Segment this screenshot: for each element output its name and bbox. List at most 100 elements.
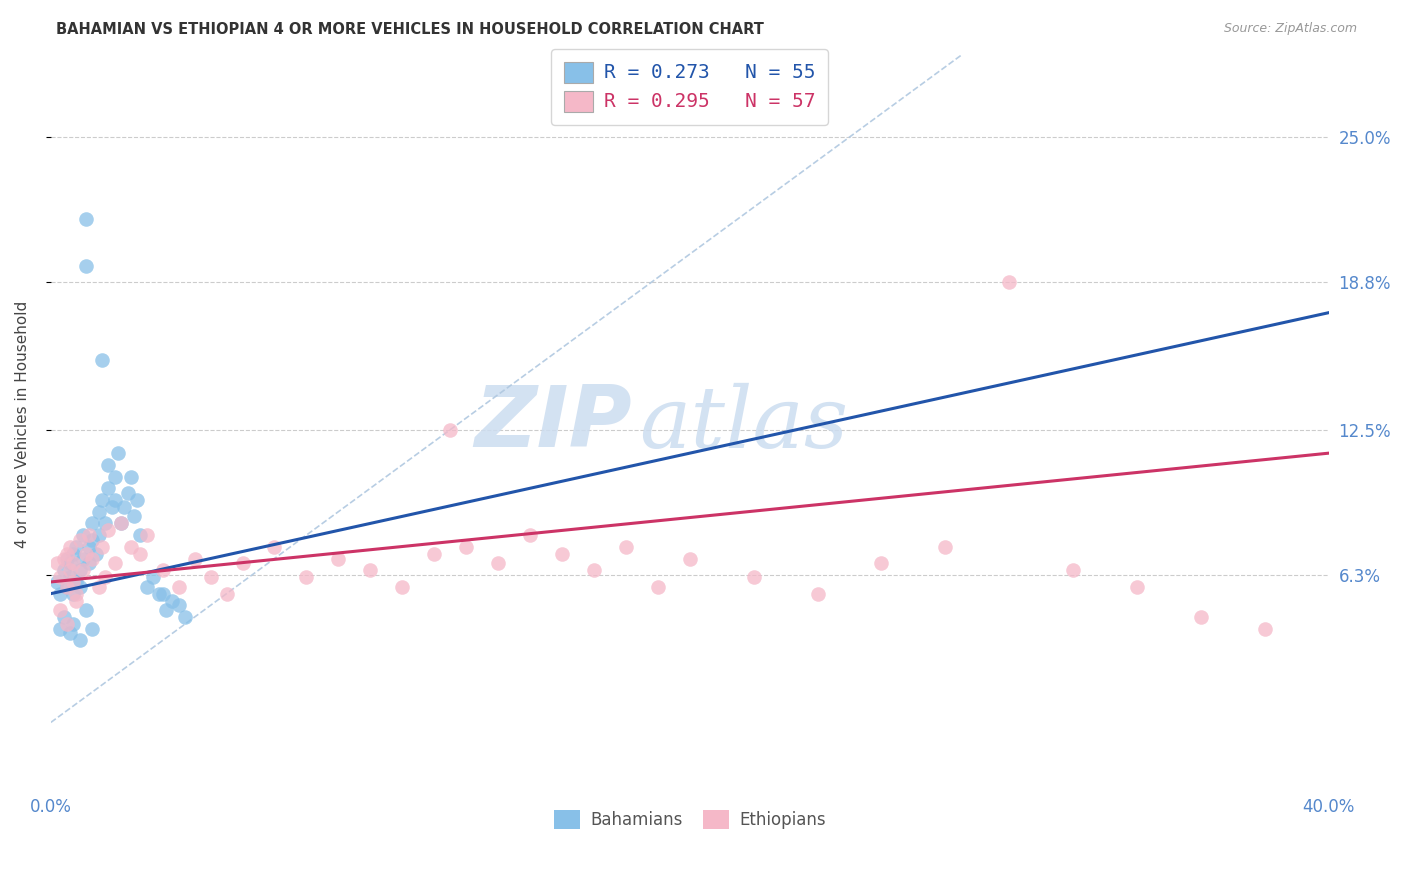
Point (582, 563, 605, 577)
Point (647, 580, 669, 594)
Point (142, 570, 165, 584)
Point (174, 610, 197, 624)
Point (52, 551, 75, 566)
Point (49, 622, 72, 636)
Point (148, 587, 170, 601)
Point (870, 556, 893, 570)
Point (551, 547, 574, 561)
Point (75, 547, 97, 561)
Point (456, 540, 478, 554)
Point (183, 551, 205, 566)
Point (423, 547, 446, 561)
Point (62, 587, 84, 601)
Point (1126, 580, 1149, 594)
Point (391, 580, 413, 594)
Text: ZIP: ZIP (475, 383, 633, 466)
Point (82, 551, 104, 566)
Text: BAHAMIAN VS ETHIOPIAN 4 OR MORE VEHICLES IN HOUSEHOLD CORRELATION CHART: BAHAMIAN VS ETHIOPIAN 4 OR MORE VEHICLES… (56, 22, 763, 37)
Point (100, 500, 122, 514)
Point (59, 563, 82, 577)
Point (49, 603, 72, 617)
Point (62, 574, 84, 589)
Point (295, 570, 318, 584)
Point (69, 563, 91, 577)
Point (65, 593, 87, 607)
Point (56, 617, 79, 632)
Point (49, 587, 72, 601)
Point (742, 570, 765, 584)
Point (117, 486, 139, 500)
Point (167, 599, 190, 613)
Point (87, 505, 110, 519)
Point (160, 593, 183, 607)
Point (328, 551, 350, 566)
Point (82, 516, 104, 531)
Point (122, 509, 145, 524)
Point (104, 493, 127, 508)
Point (62, 556, 84, 570)
Point (231, 556, 253, 570)
Point (52, 563, 75, 577)
Point (998, 275, 1021, 289)
Point (129, 528, 152, 542)
Point (87, 580, 110, 594)
Point (167, 580, 190, 594)
Point (72, 528, 94, 542)
Point (69, 633, 91, 648)
Point (215, 587, 238, 601)
Point (69, 533, 91, 547)
Point (77, 540, 100, 554)
Point (97, 524, 120, 538)
Point (112, 500, 135, 514)
Point (62, 547, 84, 561)
Point (77, 556, 100, 570)
Point (486, 556, 509, 570)
Point (72, 551, 94, 566)
Point (46, 556, 69, 570)
Point (56, 580, 79, 594)
Point (82, 622, 104, 636)
Point (110, 516, 132, 531)
Point (94, 516, 117, 531)
Point (104, 556, 127, 570)
Y-axis label: 4 or more Vehicles in Household: 4 or more Vehicles in Household (15, 301, 30, 548)
Point (263, 540, 285, 554)
Point (359, 563, 381, 577)
Point (82, 533, 104, 547)
Point (91, 352, 114, 367)
Point (519, 528, 541, 542)
Point (56, 551, 79, 566)
Point (135, 528, 157, 542)
Point (56, 547, 79, 561)
Point (75, 603, 97, 617)
Point (152, 563, 174, 577)
Point (120, 540, 142, 554)
Point (127, 493, 149, 508)
Text: atlas: atlas (638, 383, 848, 466)
Point (135, 580, 157, 594)
Point (152, 587, 174, 601)
Point (59, 570, 82, 584)
Point (1254, 622, 1277, 636)
Point (129, 547, 152, 561)
Point (59, 540, 82, 554)
Point (155, 603, 177, 617)
Point (59, 556, 82, 570)
Point (52, 610, 75, 624)
Text: Source: ZipAtlas.com: Source: ZipAtlas.com (1223, 22, 1357, 36)
Point (200, 570, 222, 584)
Point (75, 259, 97, 273)
Point (614, 540, 637, 554)
Point (94, 570, 117, 584)
Point (69, 580, 91, 594)
Point (934, 540, 956, 554)
Point (1189, 610, 1212, 624)
Point (104, 469, 127, 483)
Point (62, 617, 84, 632)
Point (84, 547, 107, 561)
Point (77, 528, 100, 542)
Point (75, 212, 97, 227)
Point (806, 587, 828, 601)
Point (49, 570, 72, 584)
Legend: Bahamians, Ethiopians: Bahamians, Ethiopians (547, 804, 832, 836)
